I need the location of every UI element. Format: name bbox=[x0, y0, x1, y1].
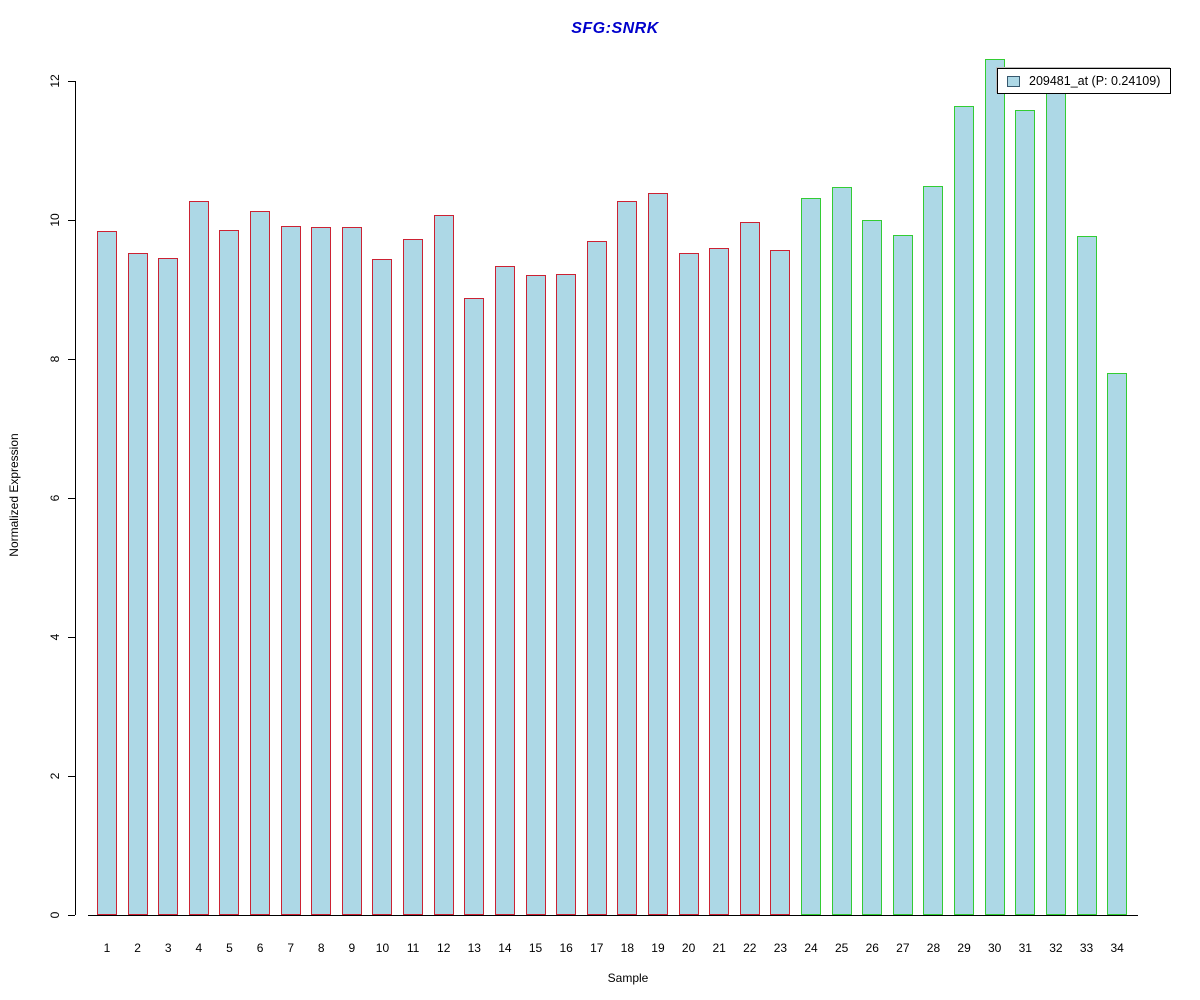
bar-sample-27 bbox=[892, 235, 913, 915]
x-tick-label-19: 19 bbox=[651, 941, 665, 955]
bar-sample-10 bbox=[372, 259, 393, 915]
x-tick-label-16: 16 bbox=[559, 941, 573, 955]
y-tick-mark bbox=[68, 80, 75, 82]
x-tick-label-30: 30 bbox=[988, 941, 1002, 955]
legend-label: 209481_at (P: 0.24109) bbox=[1029, 74, 1161, 88]
bar-sample-5 bbox=[219, 230, 240, 915]
bar-sample-29 bbox=[954, 106, 975, 915]
x-tick-label-23: 23 bbox=[773, 941, 788, 955]
x-tick-label-34: 34 bbox=[1110, 941, 1124, 955]
x-tick-label-31: 31 bbox=[1018, 941, 1032, 955]
x-axis-label: Sample bbox=[607, 971, 649, 985]
bar-sample-12 bbox=[433, 215, 454, 915]
bar-sample-2 bbox=[127, 253, 148, 915]
x-tick-label-13: 13 bbox=[467, 941, 481, 955]
bar-sample-25 bbox=[831, 187, 852, 915]
legend: 209481_at (P: 0.24109) bbox=[997, 68, 1172, 94]
bar-sample-13 bbox=[464, 298, 485, 915]
x-tick-label-9: 9 bbox=[348, 941, 356, 955]
x-tick-label-17: 17 bbox=[590, 941, 604, 955]
y-axis-line bbox=[75, 81, 76, 915]
bar-sample-14 bbox=[494, 266, 515, 915]
bar-sample-4 bbox=[188, 201, 209, 915]
x-tick-label-5: 5 bbox=[226, 941, 233, 955]
y-tick-mark bbox=[68, 915, 75, 916]
bar-sample-19 bbox=[647, 193, 668, 915]
y-tick-label: 4 bbox=[48, 633, 62, 641]
bar-sample-22 bbox=[739, 222, 760, 915]
y-tick-mark bbox=[68, 775, 75, 777]
x-tick-label-33: 33 bbox=[1079, 941, 1094, 955]
x-tick-label-3: 3 bbox=[164, 941, 172, 955]
bar-sample-28 bbox=[923, 186, 944, 915]
bar-sample-6 bbox=[250, 211, 271, 915]
bar-sample-26 bbox=[862, 220, 883, 915]
x-tick-label-10: 10 bbox=[375, 941, 390, 955]
bar-sample-7 bbox=[280, 226, 301, 915]
bar-sample-17 bbox=[586, 241, 607, 915]
x-tick-label-8: 8 bbox=[317, 941, 325, 955]
y-tick-mark bbox=[68, 358, 75, 360]
bar-sample-20 bbox=[678, 253, 699, 915]
x-tick-label-20: 20 bbox=[681, 941, 696, 955]
bar-sample-15 bbox=[525, 275, 546, 915]
bar-sample-30 bbox=[984, 59, 1005, 915]
x-tick-label-32: 32 bbox=[1049, 941, 1063, 955]
bar-sample-31 bbox=[1015, 110, 1036, 915]
bar-sample-1 bbox=[97, 231, 117, 915]
x-tick-label-1: 1 bbox=[103, 941, 111, 955]
bar-sample-21 bbox=[709, 248, 730, 915]
bar-sample-9 bbox=[341, 227, 362, 915]
y-tick-label: 8 bbox=[48, 355, 62, 363]
y-tick-mark bbox=[68, 497, 75, 499]
x-tick-label-14: 14 bbox=[498, 941, 512, 955]
bar-sample-18 bbox=[617, 201, 638, 915]
y-tick-label: 12 bbox=[48, 73, 62, 88]
x-tick-label-15: 15 bbox=[528, 941, 543, 955]
y-axis-label: Normalized Expression bbox=[7, 433, 21, 557]
bar-sample-24 bbox=[801, 198, 822, 915]
bar-sample-23 bbox=[770, 250, 791, 915]
x-tick-label-7: 7 bbox=[287, 941, 294, 955]
legend-swatch-icon bbox=[1007, 75, 1020, 87]
x-tick-label-4: 4 bbox=[195, 941, 203, 955]
y-tick-label: 0 bbox=[48, 911, 62, 919]
x-tick-label-27: 27 bbox=[896, 941, 910, 955]
y-tick-label: 6 bbox=[48, 494, 62, 502]
x-tick-label-24: 24 bbox=[804, 941, 818, 955]
x-tick-label-2: 2 bbox=[134, 941, 141, 955]
y-tick-mark bbox=[68, 636, 75, 638]
x-tick-label-28: 28 bbox=[926, 941, 941, 955]
bar-sample-16 bbox=[556, 274, 577, 915]
x-tick-label-18: 18 bbox=[620, 941, 635, 955]
bar-sample-11 bbox=[403, 239, 424, 915]
bar-sample-3 bbox=[158, 258, 179, 915]
x-tick-label-22: 22 bbox=[743, 941, 757, 955]
x-tick-label-12: 12 bbox=[437, 941, 451, 955]
x-axis-baseline bbox=[88, 915, 1138, 916]
x-tick-label-6: 6 bbox=[256, 941, 264, 955]
y-tick-label: 10 bbox=[48, 213, 62, 227]
bar-sample-33 bbox=[1076, 236, 1097, 915]
chart-title: SFG:SNRK bbox=[571, 20, 659, 37]
x-tick-label-11: 11 bbox=[406, 941, 420, 955]
x-tick-label-21: 21 bbox=[712, 941, 726, 955]
x-tick-label-26: 26 bbox=[865, 941, 879, 955]
x-tick-label-29: 29 bbox=[957, 941, 971, 955]
x-tick-label-25: 25 bbox=[834, 941, 849, 955]
y-tick-mark bbox=[68, 219, 75, 221]
bar-sample-34 bbox=[1107, 373, 1128, 915]
y-tick-label: 2 bbox=[48, 772, 62, 780]
bar-sample-32 bbox=[1045, 88, 1066, 915]
bar-sample-8 bbox=[311, 227, 332, 915]
